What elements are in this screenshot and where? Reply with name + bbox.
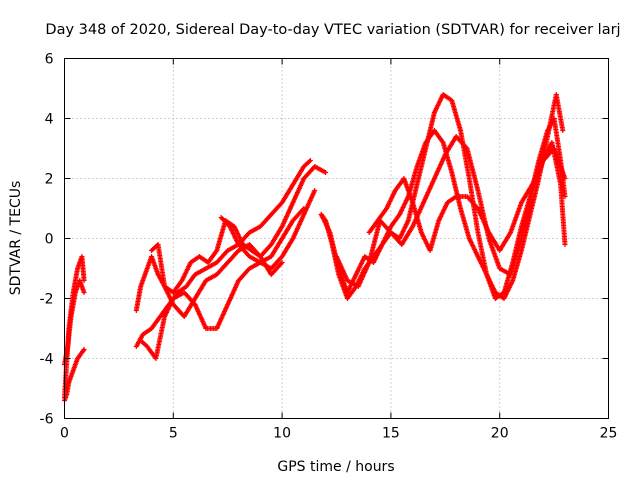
y-tick-label: 6: [45, 52, 54, 68]
chart-title: Day 348 of 2020, Sidereal Day-to-day VTE…: [45, 22, 620, 38]
x-tick-label: 5: [169, 426, 178, 442]
series-track-2: [62, 347, 87, 403]
axis-ticks: 0 5 10 15 20 25 -6 -4 -2 0 2 4 6: [40, 52, 618, 442]
y-tick-label: 2: [45, 172, 54, 188]
series-track-3: [62, 278, 87, 367]
data-point: [323, 170, 329, 175]
x-tick-label: 15: [382, 426, 400, 442]
series-track-8: [218, 188, 318, 271]
data-point: [312, 188, 318, 193]
x-tick-label: 10: [273, 426, 291, 442]
data-point-dense: [80, 348, 86, 353]
grid: [64, 58, 609, 419]
series-track-7: [149, 242, 285, 319]
y-tick-label: -2: [40, 292, 54, 308]
data-point: [81, 278, 87, 283]
y-tick-label: 4: [45, 112, 54, 128]
data-point: [562, 176, 568, 181]
x-tick-label: 0: [60, 426, 69, 442]
data-point: [279, 260, 285, 265]
data-point: [81, 347, 87, 352]
x-axis-label: GPS time / hours: [277, 459, 394, 475]
series-track-4: [133, 158, 313, 349]
series-track-1: [62, 254, 87, 400]
series-track-5: [133, 164, 329, 313]
series-track-12: [366, 140, 568, 253]
y-tick-label: 0: [45, 232, 54, 248]
y-tick-label: -6: [40, 412, 54, 428]
x-tick-label: 20: [491, 426, 509, 442]
y-axis-label: SDTVAR / TECUs: [8, 181, 24, 296]
data-marks: [62, 92, 568, 403]
y-tick-label: -4: [40, 352, 54, 368]
x-tick-label: 25: [600, 426, 618, 442]
data-point: [307, 158, 313, 163]
data-point: [81, 290, 87, 295]
data-point: [562, 194, 568, 199]
data-point: [562, 242, 568, 247]
data-point: [560, 128, 566, 133]
